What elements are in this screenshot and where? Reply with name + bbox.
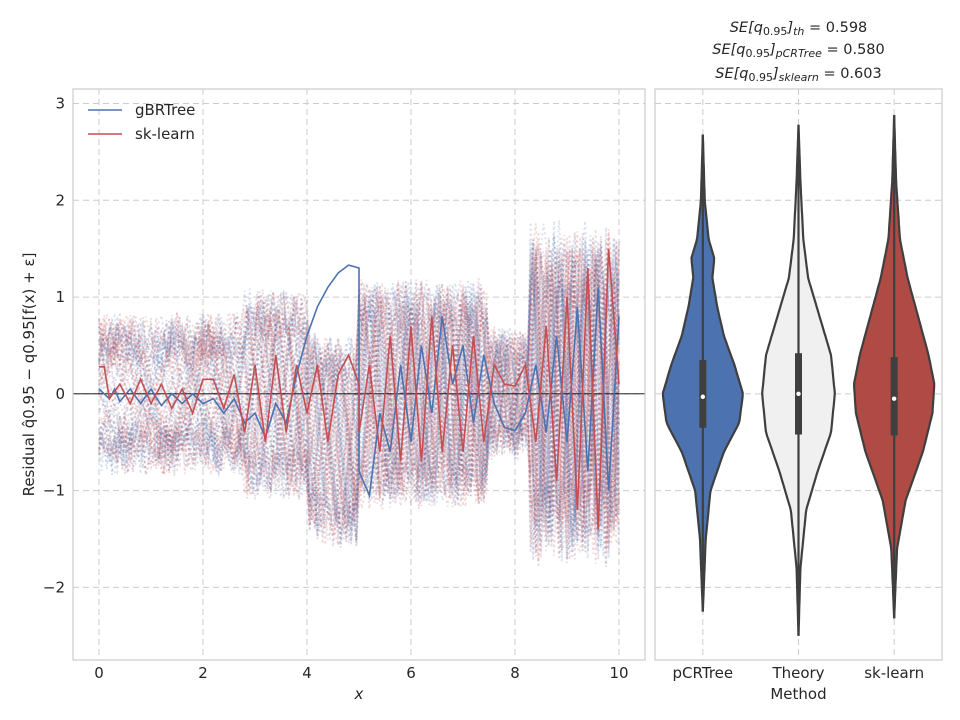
x-tick-label: 6 (406, 664, 416, 682)
background-trace (98, 228, 620, 568)
background-trace (98, 233, 620, 562)
x-tick-label: 8 (510, 664, 520, 682)
background-trace (98, 240, 620, 535)
left-x-tick-labels: 0 2 4 6 8 10 (94, 664, 628, 682)
y-tick-label: 3 (55, 95, 65, 113)
background-trace (98, 249, 620, 551)
background-trace (98, 266, 620, 562)
series-line-sklearn (99, 248, 620, 530)
violin-plot: SE[q0.95]th = 0.598 SE[q0.95]pCRTree = 0.… (654, 20, 943, 703)
background-trace (98, 234, 620, 543)
background-trace (98, 249, 620, 550)
y-tick-label: 1 (55, 288, 65, 306)
legend-label-sklearn: sk-learn (135, 125, 195, 143)
violin-median-dot (700, 394, 706, 399)
right-axes-frame (654, 88, 943, 661)
x-axis-label: x (354, 685, 364, 703)
x-tick-label: 0 (94, 664, 104, 682)
background-trace (98, 241, 620, 557)
x-tick-label: 10 (609, 664, 628, 682)
background-trace (98, 242, 620, 566)
violin-title-line: SE[q0.95]pCRTree = 0.580 (712, 42, 885, 60)
background-trace (98, 240, 620, 540)
background-trace (98, 242, 620, 560)
right-x-tick-labels: pCRTree Theory sk-learn (673, 664, 925, 682)
background-trace (98, 223, 620, 555)
violin-title-line: SE[q0.95]th = 0.598 (730, 20, 868, 38)
violin-iqr-box (699, 359, 707, 428)
background-trace (98, 250, 620, 545)
y-tick-label: −1 (43, 482, 65, 500)
background-trace (98, 251, 620, 553)
x-tick-label: 4 (302, 664, 312, 682)
background-trace (98, 243, 620, 551)
left-series-lines (98, 248, 620, 530)
background-trace (98, 222, 620, 567)
violins (661, 115, 936, 636)
violin-title-line: SE[q0.95]sklearn = 0.603 (715, 66, 881, 84)
violin-median-dot (796, 391, 801, 397)
background-trace (98, 237, 620, 550)
series-line-gbrtree (98, 264, 620, 499)
legend-label-gbrtree: gBRTree (135, 101, 195, 119)
y-axis-label: Residual q̂0.95 − q0.95[f(x) + ε] (20, 253, 38, 497)
violin-title: SE[q0.95]th = 0.598 SE[q0.95]pCRTree = 0.… (712, 20, 885, 84)
background-trace (98, 223, 620, 564)
y-tick-label: 0 (55, 385, 65, 403)
y-tick-label: −2 (43, 578, 65, 596)
legend: gBRTree sk-learn (88, 101, 195, 143)
category-tick-label: Theory (771, 664, 824, 682)
violin-median-dot (891, 396, 897, 401)
violin-iqr-box (890, 357, 898, 436)
category-tick-label: pCRTree (673, 664, 734, 682)
y-tick-label: 2 (55, 191, 65, 209)
left-y-tick-labels: −2 −1 0 1 2 3 (43, 95, 65, 597)
residual-line-plot: 0 2 4 6 8 10 −2 −1 0 1 2 3 x Residual q̂0.95 − q0.… (20, 88, 646, 703)
left-axes-frame (72, 88, 646, 661)
background-trace (98, 253, 620, 540)
x-tick-label: 2 (198, 664, 208, 682)
method-axis-label: Method (770, 685, 826, 703)
background-trace (98, 245, 620, 557)
category-tick-label: sk-learn (864, 664, 924, 682)
background-trace (98, 233, 620, 560)
background-trace (98, 246, 620, 545)
background-trace (98, 250, 620, 548)
